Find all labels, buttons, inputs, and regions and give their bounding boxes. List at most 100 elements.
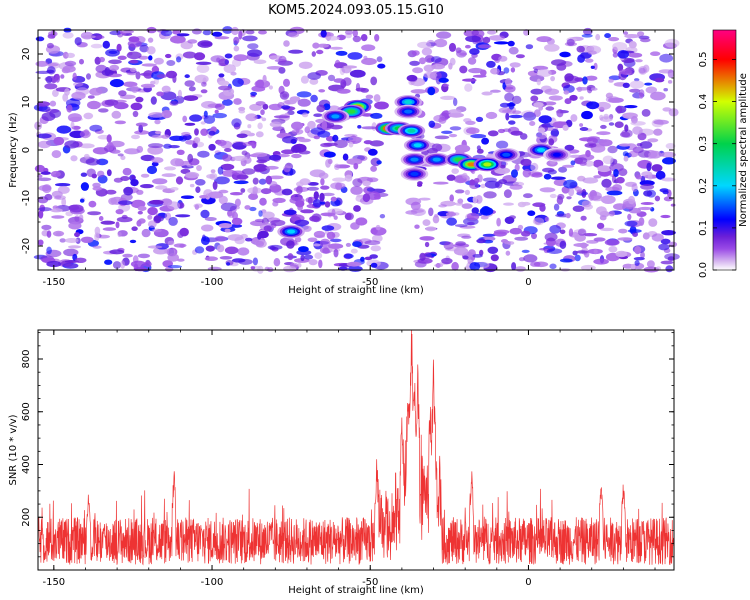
heatmap-cell [64, 140, 80, 149]
heatmap-cell [405, 197, 422, 206]
heatmap-cell [510, 130, 523, 136]
heatmap-cell [184, 80, 195, 87]
heatmap-cell [536, 69, 552, 77]
heatmap-cell [290, 145, 302, 154]
heatmap-cell [432, 215, 440, 224]
heatmap-cell [38, 210, 44, 219]
heatmap-cell [333, 248, 339, 258]
heatmap-cell [542, 167, 555, 173]
heatmap-cell [581, 200, 592, 208]
heatmap-cell [618, 69, 633, 75]
heatmap-cell [296, 181, 304, 187]
heatmap-feature [537, 148, 546, 152]
heatmap-cell [269, 246, 276, 250]
heatmap-cell [623, 155, 629, 162]
heatmap-cell [156, 91, 165, 97]
heatmap-cell [64, 60, 77, 67]
heatmap-cell [503, 189, 512, 199]
heatmap-cell [115, 221, 120, 229]
x-tick-label: -150 [42, 577, 65, 588]
heatmap-cell [469, 48, 480, 55]
heatmap-cell [511, 262, 517, 271]
heatmap-cell [147, 245, 163, 249]
heatmap-cell [330, 182, 346, 190]
snr-y-ticks: 200 400 600 800 [21, 332, 674, 571]
heatmap-cell [661, 230, 676, 236]
heatmap-cell [349, 69, 366, 78]
heatmap-cell [629, 88, 641, 93]
heatmap-cell [80, 182, 89, 191]
heatmap-cell [654, 195, 661, 202]
heatmap-cell [325, 159, 331, 168]
heatmap-cell [147, 214, 153, 220]
heatmap-cell [189, 114, 203, 122]
heatmap-cell [544, 43, 560, 52]
heatmap-cell [508, 46, 519, 55]
heatmap-cell [502, 128, 512, 132]
heatmap-cell [205, 245, 215, 252]
heatmap-cell [144, 261, 152, 267]
heatmap-cell [319, 238, 331, 248]
heatmap-cell [523, 193, 533, 199]
heatmap-cell [637, 150, 651, 158]
heatmap-cell [480, 183, 486, 189]
heatmap-cell [224, 53, 233, 59]
heatmap-cell [631, 183, 638, 192]
heatmap-cell [459, 65, 468, 74]
heatmap-cell [564, 144, 575, 151]
heatmap-cell [582, 76, 588, 85]
heatmap-cell [537, 127, 546, 133]
heatmap-cell [261, 117, 267, 122]
heatmap-cell [79, 143, 95, 149]
heatmap-cell [309, 169, 326, 178]
heatmap-cell [307, 120, 316, 130]
heatmap-cell [367, 148, 378, 156]
heatmap-cell [55, 183, 71, 187]
heatmap-cell [593, 249, 598, 255]
heatmap-cell [51, 150, 62, 159]
heatmap-cell [104, 259, 113, 265]
heatmap-cell [64, 88, 70, 96]
heatmap-cell [511, 169, 518, 178]
heatmap-cell [628, 195, 635, 205]
heatmap-cell [307, 72, 322, 80]
heatmap-cell [536, 78, 541, 86]
heatmap-cell [87, 211, 101, 216]
heatmap-cell [106, 169, 112, 177]
heatmap-cell [140, 184, 154, 189]
heatmap-cell [242, 168, 256, 175]
heatmap-cell [627, 213, 632, 221]
heatmap-cell [139, 44, 149, 53]
heatmap-feature [483, 162, 492, 167]
heatmap-cell [151, 157, 164, 164]
heatmap-cell [137, 210, 143, 215]
heatmap-cell [539, 204, 546, 212]
heatmap-cell [654, 77, 665, 83]
heatmap-cell [160, 29, 173, 37]
heatmap-cell [35, 60, 49, 67]
heatmap-cell [660, 238, 671, 245]
heatmap-cell [320, 178, 325, 186]
heatmap-cell [430, 56, 442, 63]
heatmap-cell [298, 150, 311, 155]
heatmap-cell [648, 150, 662, 159]
heatmap-cell [522, 168, 531, 178]
heatmap-cell [353, 205, 361, 212]
heatmap-cell [316, 104, 326, 113]
heatmap-cell [184, 171, 200, 179]
heatmap-cell [550, 76, 555, 82]
heatmap-cell [184, 74, 190, 79]
heatmap-cell [73, 82, 84, 87]
heatmap-cell [318, 89, 326, 93]
heatmap-cell [141, 228, 151, 238]
spectrogram-y-label: Frequency (Hz) [8, 112, 19, 188]
heatmap-cell [451, 168, 460, 175]
heatmap-cell [169, 135, 185, 141]
spectrogram-x-label: Height of straight line (km) [288, 285, 424, 296]
heatmap-cell [438, 116, 447, 124]
heatmap-cell [147, 207, 158, 216]
heatmap-cell [419, 236, 435, 241]
heatmap-cell [154, 119, 161, 125]
heatmap-cell [530, 88, 544, 95]
heatmap-cell [134, 130, 150, 135]
